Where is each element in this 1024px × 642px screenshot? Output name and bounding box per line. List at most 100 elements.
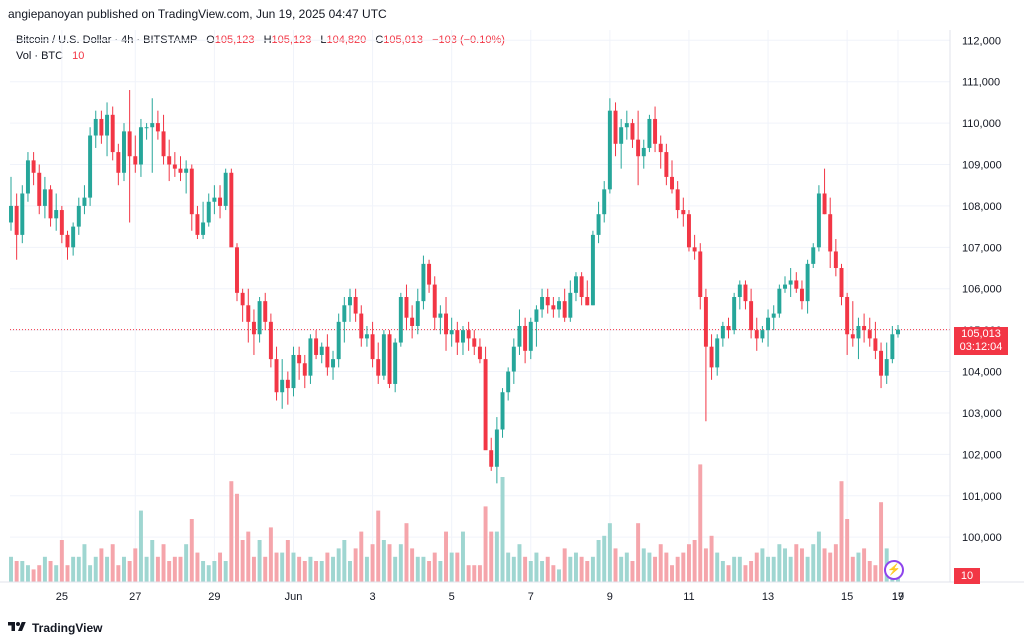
volume-bar <box>709 535 714 582</box>
candle-body <box>613 110 618 144</box>
candle-body <box>726 325 731 331</box>
volume-bar <box>257 540 262 582</box>
candle-body <box>88 135 93 198</box>
footer-brand[interactable]: TradingView <box>32 621 103 635</box>
candle-body <box>314 338 319 355</box>
candle-body <box>489 450 494 467</box>
volume-bar <box>319 561 324 582</box>
volume-bar <box>93 556 98 582</box>
volume-bar <box>99 548 104 582</box>
volume-bar <box>517 544 522 582</box>
candle-body <box>811 247 816 264</box>
candle-body <box>444 313 449 335</box>
candle-body <box>698 251 703 297</box>
volume-bar <box>811 544 816 582</box>
footer: TradingView <box>0 612 1024 642</box>
candle-body <box>161 131 166 157</box>
candle-body <box>828 214 833 252</box>
volume-bar <box>178 556 183 582</box>
volume-bar <box>76 556 81 582</box>
volume-bar <box>25 565 30 582</box>
candle-body <box>596 214 601 235</box>
candle-body <box>494 429 499 467</box>
volume-bar <box>670 565 674 582</box>
candle-body <box>342 305 347 322</box>
volume-bar <box>54 565 59 582</box>
candle-body <box>331 359 336 368</box>
candle-body <box>263 301 268 322</box>
candle-body <box>150 123 155 128</box>
x-tick-label: 15 <box>841 591 853 603</box>
candle-body <box>681 210 686 215</box>
volume-bar <box>579 556 584 582</box>
volume-bar <box>749 561 754 582</box>
candle-body <box>460 330 465 343</box>
candle-body <box>285 379 290 389</box>
candle-body <box>647 118 652 148</box>
bar-countdown: 03:12:04 <box>959 341 1003 353</box>
lightning-icon[interactable]: ⚡ <box>884 560 904 580</box>
volume-bar <box>489 531 494 582</box>
candle-body <box>653 118 658 144</box>
candle-body <box>585 297 590 306</box>
candle-body <box>850 334 855 339</box>
volume-bar <box>477 565 482 582</box>
x-tick-label: 3 <box>370 591 376 603</box>
candle-body <box>506 371 511 393</box>
volume-bar <box>308 556 313 582</box>
price-chart[interactable]: 100,000 101,000 102,000 103,000 104,000 105,0… <box>0 30 1024 612</box>
candle-body <box>229 172 234 248</box>
candle-body <box>449 330 454 335</box>
candle-body <box>410 317 415 326</box>
candle-body <box>528 321 533 351</box>
tradingview-logo-icon[interactable] <box>8 620 26 634</box>
volume-label[interactable]: Vol · BTC <box>16 50 64 62</box>
candle-body <box>749 301 754 331</box>
volume-bar <box>460 531 465 582</box>
candle-body <box>370 334 375 360</box>
volume-bar <box>794 544 799 582</box>
grid <box>10 30 950 582</box>
candle-body <box>359 313 364 339</box>
candle-body <box>178 168 183 173</box>
candle-body <box>393 342 398 384</box>
candle-body <box>438 313 443 318</box>
y-tick-label: 108,000 <box>962 201 1002 213</box>
volume-bar <box>14 561 19 582</box>
candle-body <box>348 297 352 306</box>
volume-bar <box>540 561 545 582</box>
volume-bar <box>410 548 415 582</box>
x-tick-label: 9 <box>607 591 613 603</box>
volume-bar <box>268 527 273 582</box>
candle-body <box>268 321 273 360</box>
volume-bar <box>212 561 217 582</box>
volume-bar <box>686 544 691 582</box>
candle-body <box>415 301 420 326</box>
candle-body <box>545 297 550 306</box>
volume-bar <box>155 556 160 582</box>
volume-bar <box>201 561 206 582</box>
candle-body <box>9 205 13 223</box>
volume-bar <box>850 556 855 582</box>
y-tick-label: 102,000 <box>962 449 1002 461</box>
candle-body <box>743 284 748 302</box>
candle-body <box>568 292 573 318</box>
candle-body <box>534 309 539 322</box>
volume-bar <box>342 540 347 582</box>
volume-bar <box>664 552 669 582</box>
volume-bar <box>845 519 850 582</box>
volume-bar <box>20 561 25 582</box>
volume-legend: Vol · BTC 10 <box>16 50 84 62</box>
candle-body <box>257 301 262 335</box>
volume-bar <box>647 552 652 582</box>
volume-bar <box>251 556 256 582</box>
candle-body <box>308 338 313 376</box>
candle-body <box>551 305 556 310</box>
candle-body <box>500 392 505 430</box>
volume-bar <box>444 531 449 582</box>
volume-bar <box>127 561 132 582</box>
candle-body <box>822 193 827 215</box>
volume-bar <box>297 556 302 582</box>
candle-body <box>432 284 437 318</box>
volume-bar <box>331 556 336 582</box>
